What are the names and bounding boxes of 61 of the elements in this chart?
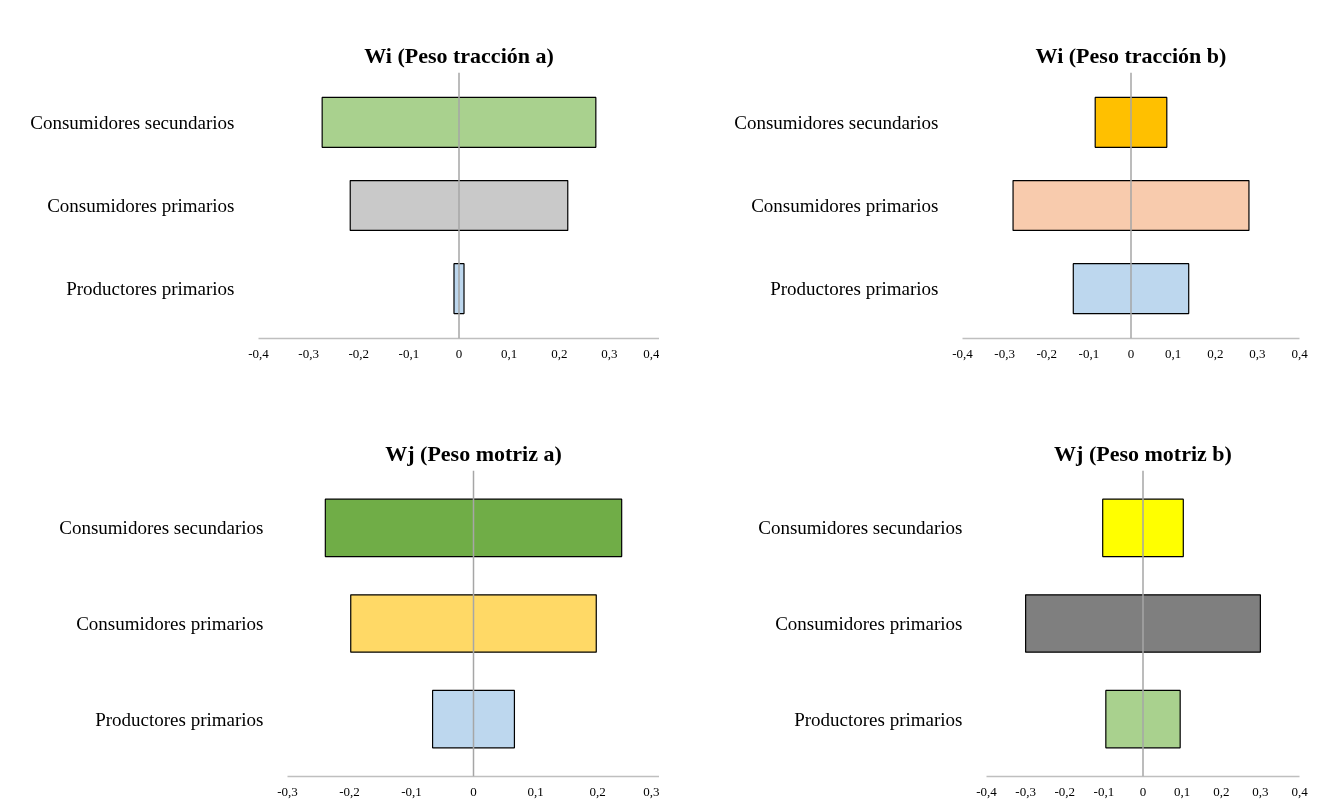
bar (349, 179, 569, 232)
x-tick-label: 0,3 (1249, 345, 1266, 361)
x-tick-label: -0,4 (976, 783, 998, 799)
bar (431, 689, 516, 749)
x-tick-label: -0,2 (1054, 783, 1076, 799)
y-tick-label: Productores primarios (66, 278, 235, 300)
y-tick-label: Consumidores primarios (76, 613, 264, 634)
bar (321, 96, 597, 148)
x-tick-label: 0,3 (1252, 783, 1269, 799)
bar (1105, 689, 1181, 749)
x-tick-label: -0,3 (994, 345, 1015, 361)
chart-title: Wi (Peso tracción b) (1035, 42, 1227, 68)
x-tick-label: -0,1 (401, 783, 422, 799)
y-tick-label: Consumidores secundarios (758, 517, 963, 539)
x-tick-label: -0,4 (952, 345, 974, 361)
bar (1012, 179, 1250, 232)
y-tick-label: Consumidores primarios (775, 613, 963, 634)
x-tick-label: 0 (1127, 345, 1135, 361)
x-tick-label: -0,2 (339, 783, 360, 799)
y-tick-label: Productores primarios (794, 708, 963, 730)
x-tick-label: 0,3 (601, 345, 618, 361)
x-tick-label: 0,2 (551, 345, 568, 361)
x-tick-label: 0,1 (1165, 345, 1182, 361)
y-tick-label: Consumidores secundarios (59, 517, 264, 539)
x-tick-label: 0,4 (643, 345, 660, 361)
x-tick-label: 0 (1139, 783, 1147, 799)
x-tick-label: 0,2 (1207, 345, 1224, 361)
x-tick-label: 0,4 (1291, 345, 1309, 361)
x-tick-label: 0,1 (1174, 783, 1191, 799)
x-tick-label: -0,2 (1036, 345, 1058, 361)
bar (1072, 263, 1190, 315)
chart-title: Wi (Peso tracción a) (364, 42, 554, 68)
x-tick-label: -0,3 (298, 345, 319, 361)
bar (1102, 498, 1184, 558)
x-tick-label: 0,3 (643, 783, 660, 799)
x-tick-label: 0,2 (1213, 783, 1230, 799)
bar (324, 498, 623, 558)
y-tick-label: Productores primarios (770, 278, 939, 300)
chart-title: Wj (Peso motriz b) (1054, 440, 1232, 466)
x-tick-label: -0,1 (398, 345, 420, 361)
x-tick-label: 0 (470, 783, 477, 799)
y-tick-label: Consumidores secundarios (734, 111, 939, 133)
x-tick-label: 0,2 (589, 783, 606, 799)
y-tick-label: Consumidores primarios (751, 195, 939, 216)
x-tick-label: 0,4 (1291, 783, 1309, 799)
x-tick-label: 0,1 (527, 783, 544, 799)
x-tick-label: -0,1 (1078, 345, 1100, 361)
bar (1094, 96, 1168, 148)
x-tick-label: -0,3 (1015, 783, 1036, 799)
x-tick-label: -0,3 (277, 783, 298, 799)
bar (1025, 594, 1261, 653)
y-tick-label: Productores primarios (95, 708, 264, 730)
y-tick-label: Consumidores primarios (47, 195, 235, 216)
bar (350, 594, 597, 653)
x-tick-label: -0,2 (348, 345, 370, 361)
x-tick-label: -0,4 (248, 345, 270, 361)
y-tick-label: Consumidores secundarios (30, 111, 235, 133)
chart-title: Wj (Peso motriz a) (385, 440, 562, 466)
x-tick-label: 0,1 (501, 345, 518, 361)
x-tick-label: 0 (455, 345, 463, 361)
x-tick-label: -0,1 (1093, 783, 1115, 799)
